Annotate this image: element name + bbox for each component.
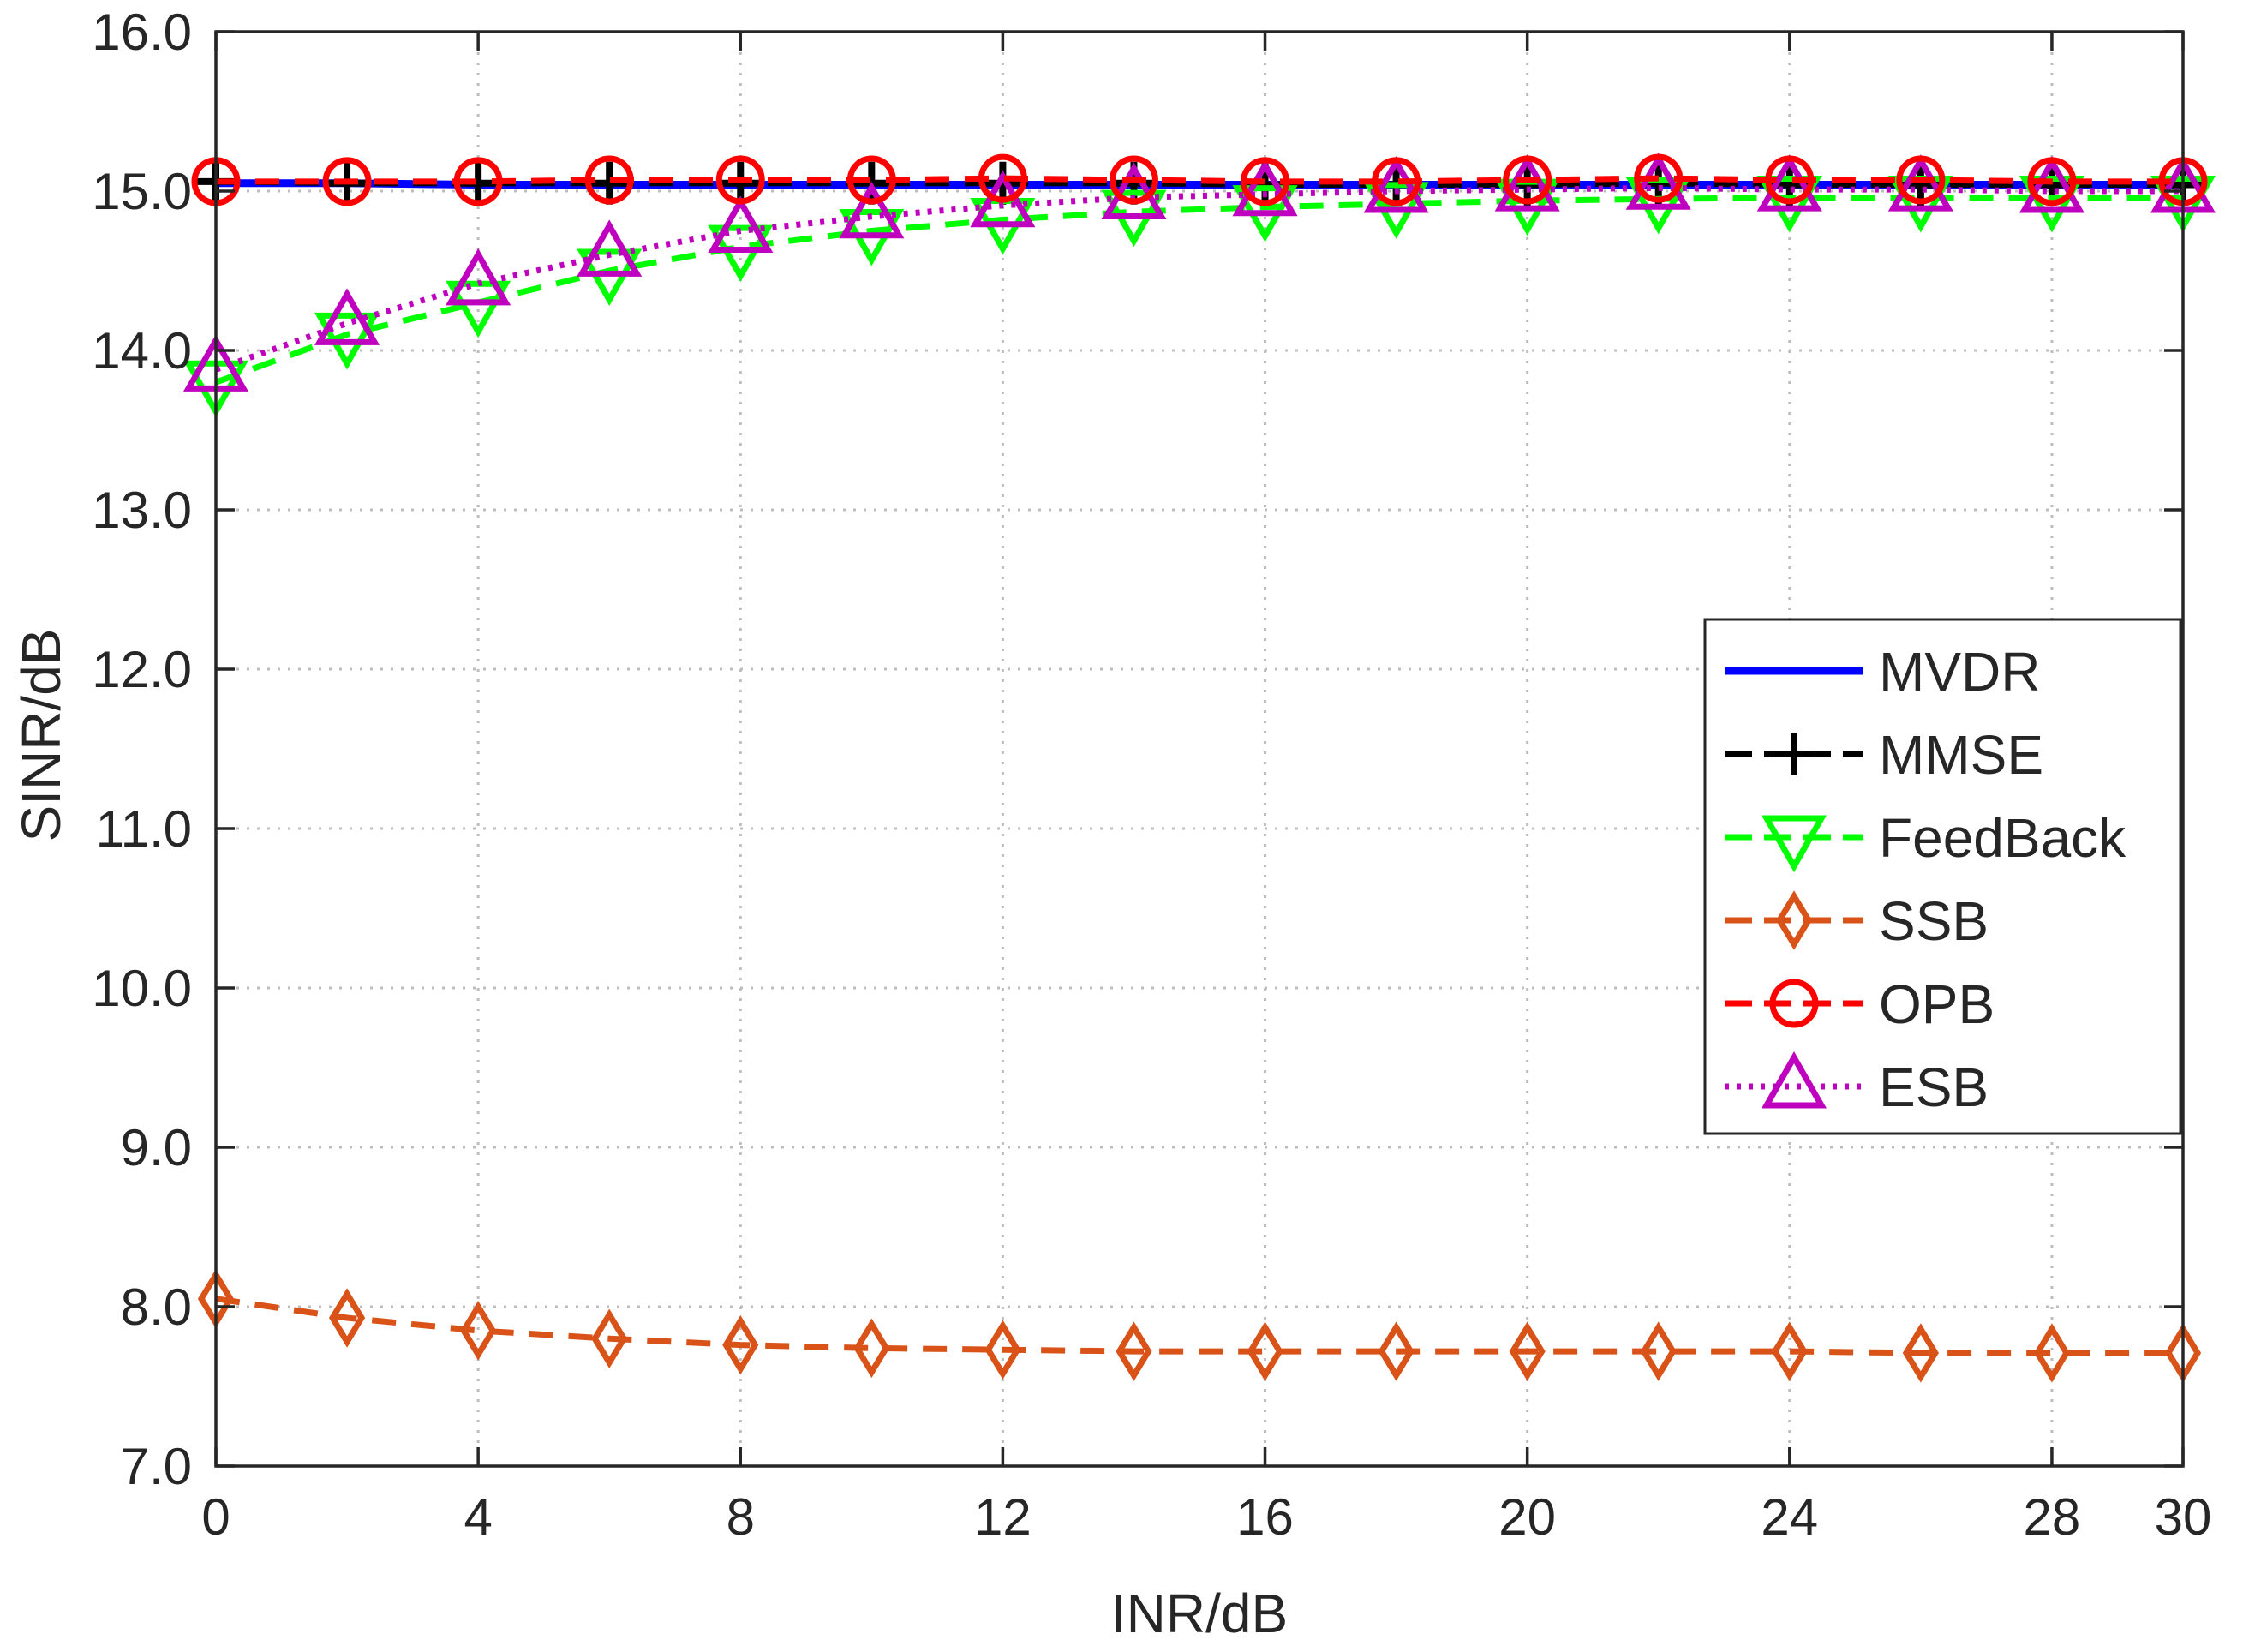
data-point-opb <box>1896 155 1946 205</box>
data-point-esb <box>970 170 1036 228</box>
y-tick-label: 15.0 <box>92 163 192 220</box>
data-point-opb <box>1634 153 1684 203</box>
data-point-ssb <box>460 1301 497 1361</box>
data-point-ssb <box>1378 1321 1415 1381</box>
legend-marker-ssb <box>1775 890 1813 950</box>
series-ssb <box>197 1268 2202 1383</box>
legend-entry-ssb: SSB <box>1725 890 1989 952</box>
data-point-esb <box>1494 154 1560 212</box>
legend-entry-esb: ESB <box>1725 1050 1989 1118</box>
data-point-opb <box>453 157 503 206</box>
data-point-mmse <box>588 161 631 205</box>
data-point-ssb <box>984 1320 1021 1380</box>
data-point-esb <box>1232 159 1298 217</box>
series-line-opb <box>216 175 2183 185</box>
data-point-opb <box>584 155 634 205</box>
data-point-opb <box>1372 157 1421 206</box>
data-point-ssb <box>1116 1321 1152 1381</box>
x-tick-label: 16 <box>1236 1488 1294 1546</box>
legend-label-esb: ESB <box>1879 1056 1989 1118</box>
legend-entry-mmse: MMSE <box>1725 724 2043 786</box>
data-point-opb <box>1503 155 1552 205</box>
y-tick-label: 9.0 <box>121 1119 192 1176</box>
data-point-esb <box>2019 155 2084 213</box>
data-point-ssb <box>1640 1321 1677 1381</box>
data-point-ssb <box>1509 1321 1546 1381</box>
data-point-esb <box>1887 154 1953 212</box>
legend-entry-mvdr: MVDR <box>1725 641 2040 703</box>
data-point-opb <box>1765 155 1815 205</box>
x-tick-label: 28 <box>2024 1488 2081 1546</box>
legend-box <box>1703 618 2182 1135</box>
legend-label-mvdr: MVDR <box>1879 641 2040 703</box>
y-tick-label: 13.0 <box>92 482 192 539</box>
x-tick-label: 4 <box>464 1488 492 1546</box>
y-tick-label: 8.0 <box>121 1278 192 1336</box>
y-tick-label: 12.0 <box>92 641 192 698</box>
x-tick-labels: 0 4 8 12 16 20 24 28 30 <box>201 1488 2211 1546</box>
data-point-ssb <box>2033 1323 2071 1383</box>
legend-marker-feedback <box>1761 815 1827 873</box>
data-point-esb <box>1625 153 1691 210</box>
legend-label-opb: OPB <box>1879 973 1995 1035</box>
plot-series <box>182 153 2216 1383</box>
legend-label-ssb: SSB <box>1879 890 1989 952</box>
legend-entries: MVDR MMSE FeedBack SSB OPB ESB <box>1725 641 2126 1118</box>
y-tick-label: 11.0 <box>96 800 192 858</box>
legend-marker-opb <box>1769 979 1819 1028</box>
x-tick-label: 24 <box>1761 1488 1818 1546</box>
legend-entry-opb: OPB <box>1725 973 1995 1035</box>
data-point-opb <box>1241 157 1290 206</box>
data-point-opb <box>978 153 1027 203</box>
x-tick-label: 12 <box>974 1488 1032 1546</box>
x-tick-label: 30 <box>2155 1488 2212 1546</box>
data-point-ssb <box>591 1308 628 1368</box>
data-point-ssb <box>1771 1321 1808 1381</box>
data-point-esb <box>1756 154 1822 212</box>
x-tick-label: 20 <box>1498 1488 1556 1546</box>
y-axis-label: SINR/dB <box>10 629 72 842</box>
data-point-opb <box>1109 155 1158 205</box>
data-point-esb <box>314 288 380 345</box>
y-tick-labels: 7.0 8.0 9.0 10.0 11.0 12.0 13.0 14.0 15.0 16.0 <box>92 3 192 1495</box>
data-point-esb <box>577 219 643 277</box>
legend: MVDR MMSE FeedBack SSB OPB ESB <box>1703 618 2182 1135</box>
y-tick-label: 7.0 <box>121 1438 192 1495</box>
x-tick-label: 8 <box>727 1488 755 1546</box>
data-point-esb <box>708 195 774 253</box>
data-point-opb <box>846 155 896 205</box>
data-point-esb <box>446 248 511 306</box>
data-point-feedback <box>1756 175 1822 233</box>
plot-frame <box>214 30 2185 1468</box>
legend-label-feedback: FeedBack <box>1879 807 2126 869</box>
y-tick-label: 10.0 <box>92 960 192 1017</box>
data-point-ssb <box>853 1318 890 1379</box>
data-point-esb <box>839 181 905 239</box>
data-point-ssb <box>328 1288 366 1348</box>
legend-marker-mmse <box>1773 733 1815 775</box>
x-tick-label: 0 <box>201 1488 230 1546</box>
data-point-opb <box>322 157 372 206</box>
y-tick-label: 16.0 <box>92 3 192 61</box>
data-point-opb <box>715 155 765 205</box>
series-line-ssb <box>215 1296 2183 1356</box>
x-axis-label: INR/dB <box>1111 1583 1288 1644</box>
data-point-opb <box>2027 157 2077 206</box>
legend-marker-esb <box>1761 1050 1827 1109</box>
data-point-esb <box>1363 155 1429 213</box>
legend-label-mmse: MMSE <box>1879 724 2043 786</box>
data-point-ssb <box>1247 1321 1283 1381</box>
y-tick-label: 14.0 <box>92 322 192 380</box>
legend-entry-feedback: FeedBack <box>1725 807 2126 873</box>
data-point-ssb <box>722 1314 759 1375</box>
data-point-ssb <box>1902 1323 1939 1383</box>
series-line-feedback <box>214 194 2183 386</box>
